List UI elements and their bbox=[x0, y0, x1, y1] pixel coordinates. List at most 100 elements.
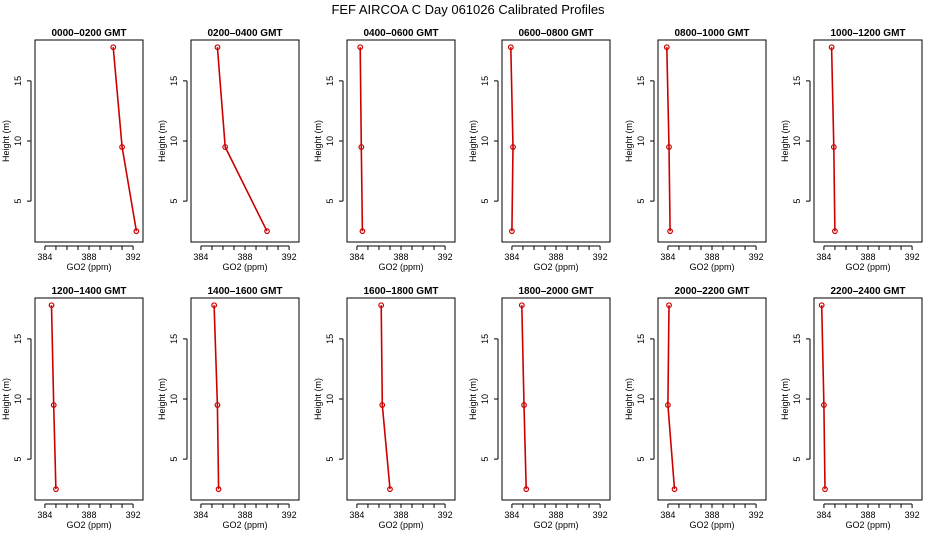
y-tick-label: 5 bbox=[480, 199, 490, 204]
y-tick-label: 10 bbox=[480, 394, 490, 404]
x-axis-label: GO2 (ppm) bbox=[533, 520, 578, 530]
profile-panel: 2200–2400 GMT 384 388 392 GO2 (ppm) 5 10 15 Heig… bbox=[780, 286, 923, 530]
plot-frame bbox=[657, 297, 767, 501]
x-tick-label: 392 bbox=[438, 252, 453, 262]
x-tick-label: 392 bbox=[905, 252, 920, 262]
profile-panel: 0800–1000 GMT 384 388 392 GO2 (ppm) 5 10 15 Heig… bbox=[624, 28, 767, 272]
profile-point bbox=[521, 402, 527, 408]
panel-title: 0800–1000 GMT bbox=[674, 28, 749, 39]
profile-point bbox=[358, 144, 365, 150]
profile-line bbox=[50, 305, 57, 490]
profile-point bbox=[830, 144, 837, 150]
x-tick-label: 384 bbox=[193, 252, 208, 262]
plot-frame bbox=[346, 39, 456, 243]
x-tick-label: 388 bbox=[393, 252, 408, 262]
profile-point bbox=[666, 144, 672, 150]
profile-point bbox=[665, 402, 671, 408]
y-tick-label: 10 bbox=[480, 136, 490, 146]
y-axis-label: Height (m) bbox=[313, 378, 323, 420]
x-axis-label: GO2 (ppm) bbox=[845, 520, 890, 530]
y-tick-label: 5 bbox=[792, 199, 802, 204]
x-tick-label: 388 bbox=[548, 510, 563, 520]
profile-point bbox=[379, 402, 386, 408]
x-tick-label: 384 bbox=[504, 510, 519, 520]
x-tick-label: 392 bbox=[905, 510, 920, 520]
y-tick-label: 10 bbox=[325, 136, 335, 146]
x-tick-label: 384 bbox=[504, 252, 519, 262]
x-tick-label: 392 bbox=[749, 252, 764, 262]
profile-line bbox=[359, 47, 364, 232]
x-tick-label: 388 bbox=[237, 252, 252, 262]
x-tick-label: 388 bbox=[393, 510, 408, 520]
profile-line bbox=[216, 47, 268, 232]
x-axis-label: GO2 (ppm) bbox=[222, 520, 267, 530]
profile-point bbox=[211, 302, 218, 309]
y-axis-label: Height (m) bbox=[780, 120, 790, 162]
y-axis-label: Height (m) bbox=[624, 120, 634, 162]
profile-point bbox=[509, 228, 515, 235]
profile-point bbox=[378, 302, 385, 309]
profile-point bbox=[110, 44, 117, 51]
x-tick-label: 392 bbox=[126, 252, 141, 262]
profile-panel: 1800–2000 GMT 384 388 392 GO2 (ppm) 5 10 15 Heig… bbox=[468, 286, 611, 530]
y-tick-label: 5 bbox=[169, 199, 179, 204]
y-axis-label: Height (m) bbox=[468, 378, 478, 420]
x-axis-label: GO2 (ppm) bbox=[66, 520, 111, 530]
profile-point bbox=[359, 228, 366, 235]
profile-point bbox=[48, 302, 55, 309]
profile-point bbox=[518, 302, 525, 309]
x-tick-label: 392 bbox=[282, 252, 297, 262]
profile-panel: 2000–2200 GMT 384 388 392 GO2 (ppm) 5 10 15 Heig… bbox=[624, 286, 767, 530]
y-tick-label: 15 bbox=[792, 334, 802, 344]
x-tick-label: 388 bbox=[704, 510, 719, 520]
y-tick-label: 5 bbox=[636, 457, 646, 462]
y-axis-label: Height (m) bbox=[157, 120, 167, 162]
profile-line bbox=[380, 305, 391, 490]
x-tick-label: 392 bbox=[438, 510, 453, 520]
profile-point bbox=[667, 228, 674, 235]
x-tick-label: 384 bbox=[193, 510, 208, 520]
x-tick-label: 384 bbox=[37, 252, 52, 262]
y-axis-label: Height (m) bbox=[1, 120, 11, 162]
profile-point bbox=[214, 44, 221, 51]
y-tick-label: 15 bbox=[169, 76, 179, 86]
y-tick-label: 5 bbox=[792, 457, 802, 462]
x-axis-label: GO2 (ppm) bbox=[689, 520, 734, 530]
y-tick-label: 5 bbox=[325, 199, 335, 204]
panel-title: 1600–1800 GMT bbox=[363, 286, 438, 297]
profile-point bbox=[222, 144, 229, 150]
x-tick-label: 388 bbox=[860, 252, 875, 262]
profile-point bbox=[523, 486, 530, 493]
panel-title: 2000–2200 GMT bbox=[674, 286, 749, 297]
panel-title: 2200–2400 GMT bbox=[830, 286, 905, 297]
y-tick-label: 10 bbox=[636, 136, 646, 146]
panel-title: 0000–0200 GMT bbox=[51, 28, 126, 39]
x-tick-label: 392 bbox=[282, 510, 297, 520]
x-axis-label: GO2 (ppm) bbox=[378, 262, 423, 272]
y-tick-label: 15 bbox=[480, 76, 490, 86]
y-tick-label: 10 bbox=[13, 394, 23, 404]
profile-point bbox=[818, 302, 825, 309]
x-tick-label: 384 bbox=[660, 252, 675, 262]
x-tick-label: 388 bbox=[81, 510, 96, 520]
profile-point bbox=[666, 302, 672, 309]
y-tick-label: 5 bbox=[13, 199, 23, 204]
y-tick-label: 15 bbox=[169, 334, 179, 344]
y-tick-label: 10 bbox=[792, 136, 802, 146]
profile-point bbox=[663, 44, 670, 51]
profile-line bbox=[510, 47, 514, 232]
profile-point bbox=[507, 44, 514, 51]
profile-point bbox=[53, 486, 59, 493]
profile-point bbox=[671, 486, 678, 493]
panel-title: 1800–2000 GMT bbox=[518, 286, 593, 297]
profile-panel: 1200–1400 GMT 384 388 392 GO2 (ppm) 5 10 15 Heig… bbox=[1, 286, 144, 530]
x-axis-label: GO2 (ppm) bbox=[222, 262, 267, 272]
profile-point bbox=[832, 228, 838, 235]
x-tick-label: 384 bbox=[816, 510, 831, 520]
profile-point bbox=[119, 144, 125, 150]
x-axis-label: GO2 (ppm) bbox=[845, 262, 890, 272]
profile-line bbox=[667, 305, 676, 490]
profile-line bbox=[830, 47, 836, 232]
y-tick-label: 5 bbox=[169, 457, 179, 462]
